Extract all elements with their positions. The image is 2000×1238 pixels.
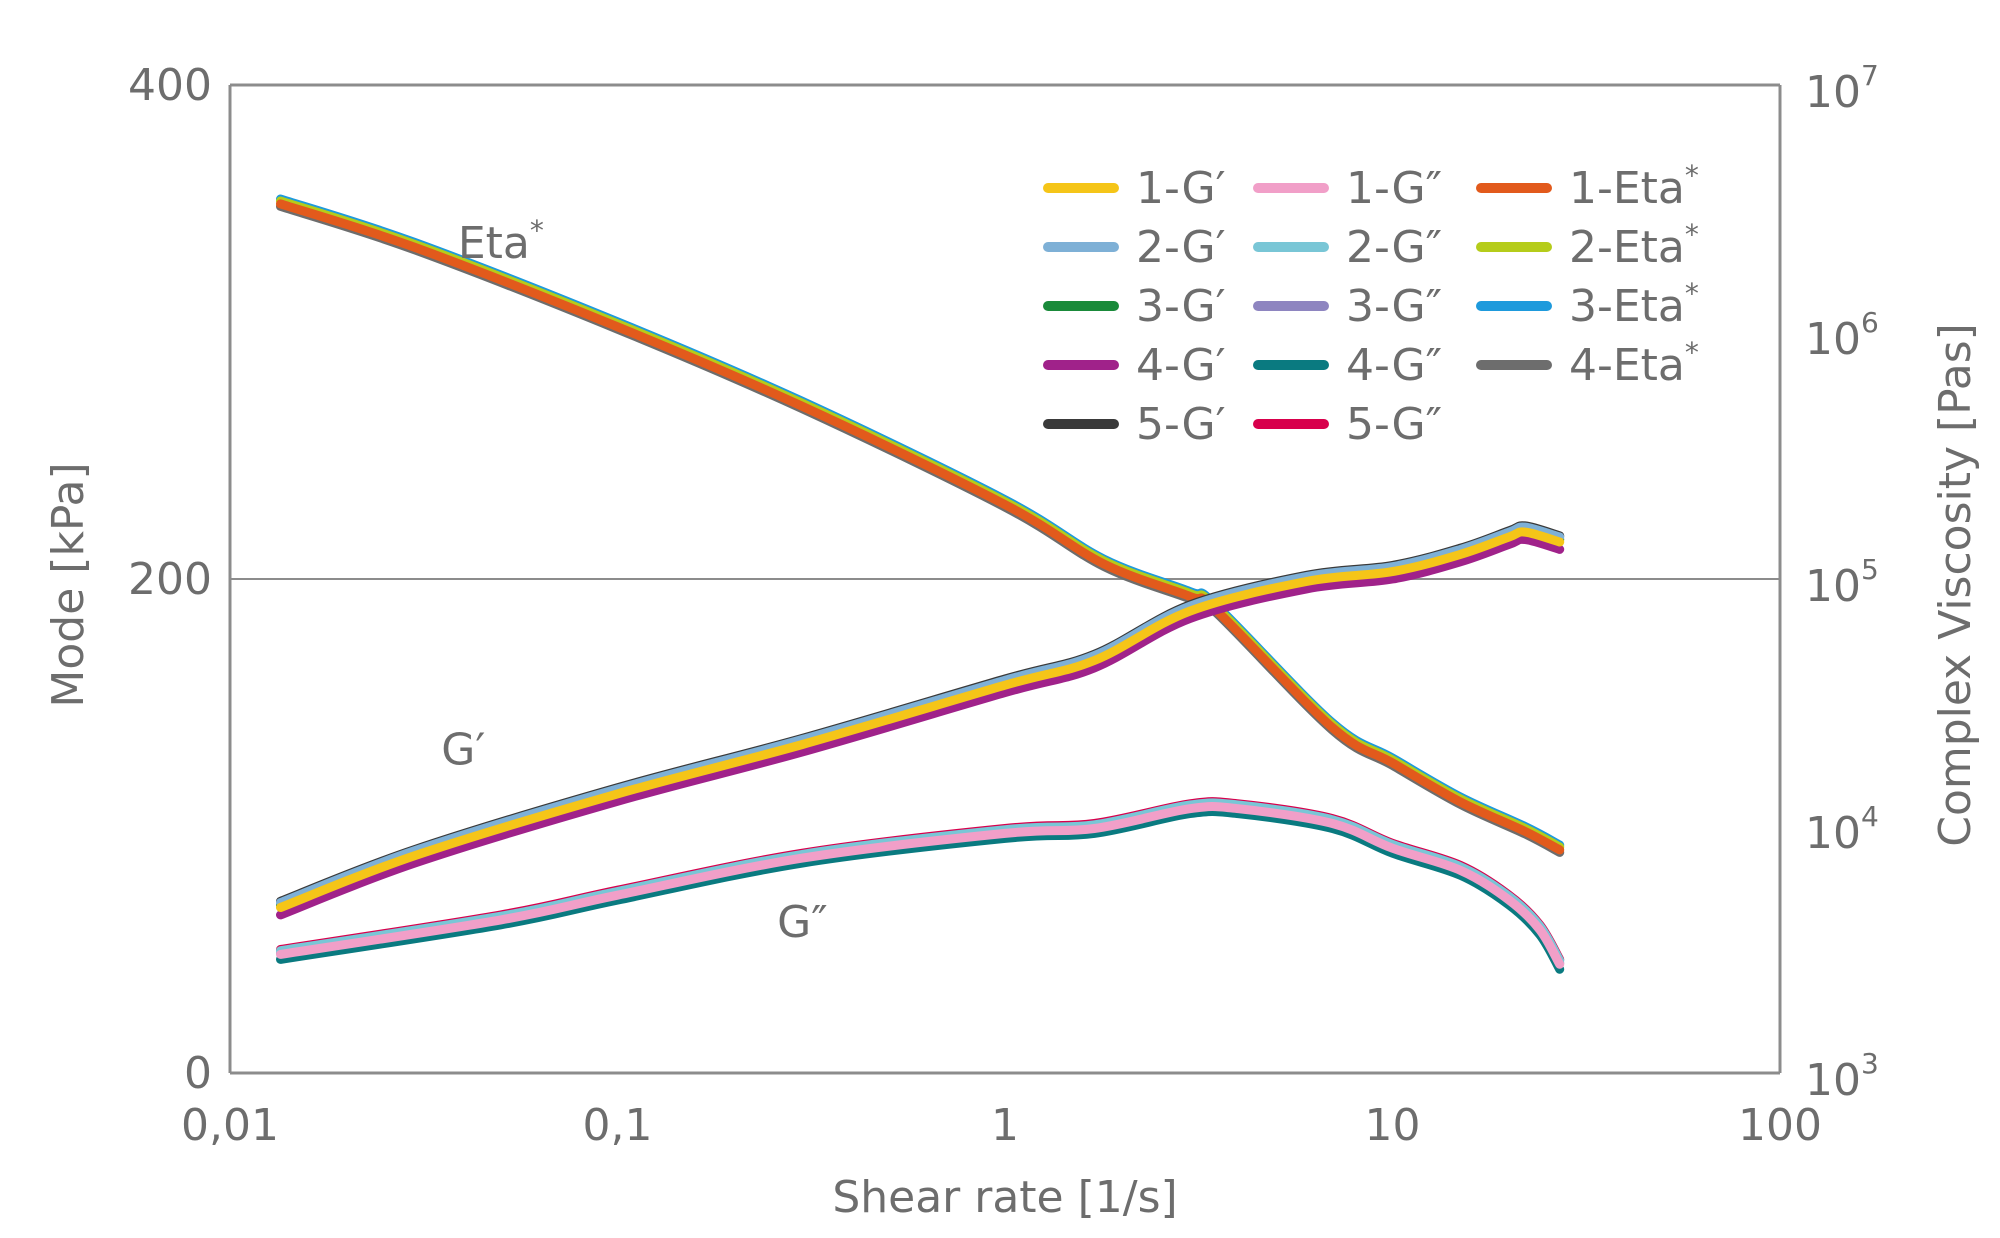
legend-label: 4-G″ [1346, 340, 1442, 391]
y-left-tick-label: 400 [128, 60, 212, 111]
legend-label: 2-G″ [1346, 222, 1442, 273]
y-left-tick-label: 0 [184, 1048, 212, 1099]
legend-label: 2-G′ [1136, 222, 1226, 273]
legend-label: 3-G″ [1346, 281, 1442, 332]
y-right-tick-label: 104 [1805, 800, 1879, 859]
x-axis-label: Shear rate [1/s] [832, 1172, 1177, 1223]
legend-label: 2-Eta* [1569, 218, 1699, 273]
x-tick-label: 1 [991, 1100, 1019, 1151]
series-line-4-g [276, 534, 1565, 920]
legend-label: 4-G′ [1136, 340, 1226, 391]
series-line-1-g [276, 802, 1565, 969]
x-tick-label: 10 [1365, 1100, 1421, 1151]
y-right-tick-label: 105 [1805, 553, 1879, 612]
legend-label: 3-Eta* [1569, 277, 1699, 332]
y-left-tick-label: 200 [128, 554, 212, 605]
y-right-tick-label: 106 [1805, 306, 1879, 365]
x-tick-label: 100 [1738, 1100, 1822, 1151]
y-axis-left-label: Mode [kPa] [43, 462, 94, 707]
series-lines [276, 194, 1565, 974]
legend-label: 4-Eta* [1569, 336, 1699, 391]
legend: 1-G′ 2-G′ 3-G′ 4-G′ 5-G′ 1-G″ 2-G″ 3-G″ 4-G″ 5-G″… [1043, 159, 1699, 450]
x-tick-label: 0,1 [583, 1100, 653, 1151]
y-axis-left: 0 200 400 [128, 60, 212, 1099]
legend-label: 1-G″ [1346, 163, 1442, 214]
annotation-label: G″ [777, 897, 828, 948]
series-line-2-g [276, 522, 1565, 908]
legend-label: 1-Eta* [1569, 159, 1699, 214]
y-axis-right-label: Complex Viscosity [Pas] [1930, 323, 1981, 847]
legend-label: 5-G″ [1346, 399, 1442, 450]
annotation-label: G′ [441, 724, 485, 775]
annotation-label: Eta* [458, 214, 544, 269]
legend-label: 1-G′ [1136, 163, 1226, 214]
legend-label: 5-G′ [1136, 399, 1226, 450]
plot-frame [228, 83, 1782, 1075]
y-right-tick-label: 103 [1805, 1047, 1879, 1106]
y-right-tick-label: 107 [1805, 59, 1879, 118]
series-line-5-g [276, 797, 1565, 964]
x-tick-label: 0,01 [181, 1100, 279, 1151]
annotations: Eta* G′ G″ [441, 214, 827, 948]
x-axis: 0,01 0,1 1 10 100 [181, 1100, 1822, 1151]
legend-label: 3-G′ [1136, 281, 1226, 332]
y-axis-right: 103 104 105 106 107 [1805, 59, 1879, 1106]
series-line-1-eta [276, 199, 1565, 855]
series-line-1-g [276, 527, 1565, 912]
